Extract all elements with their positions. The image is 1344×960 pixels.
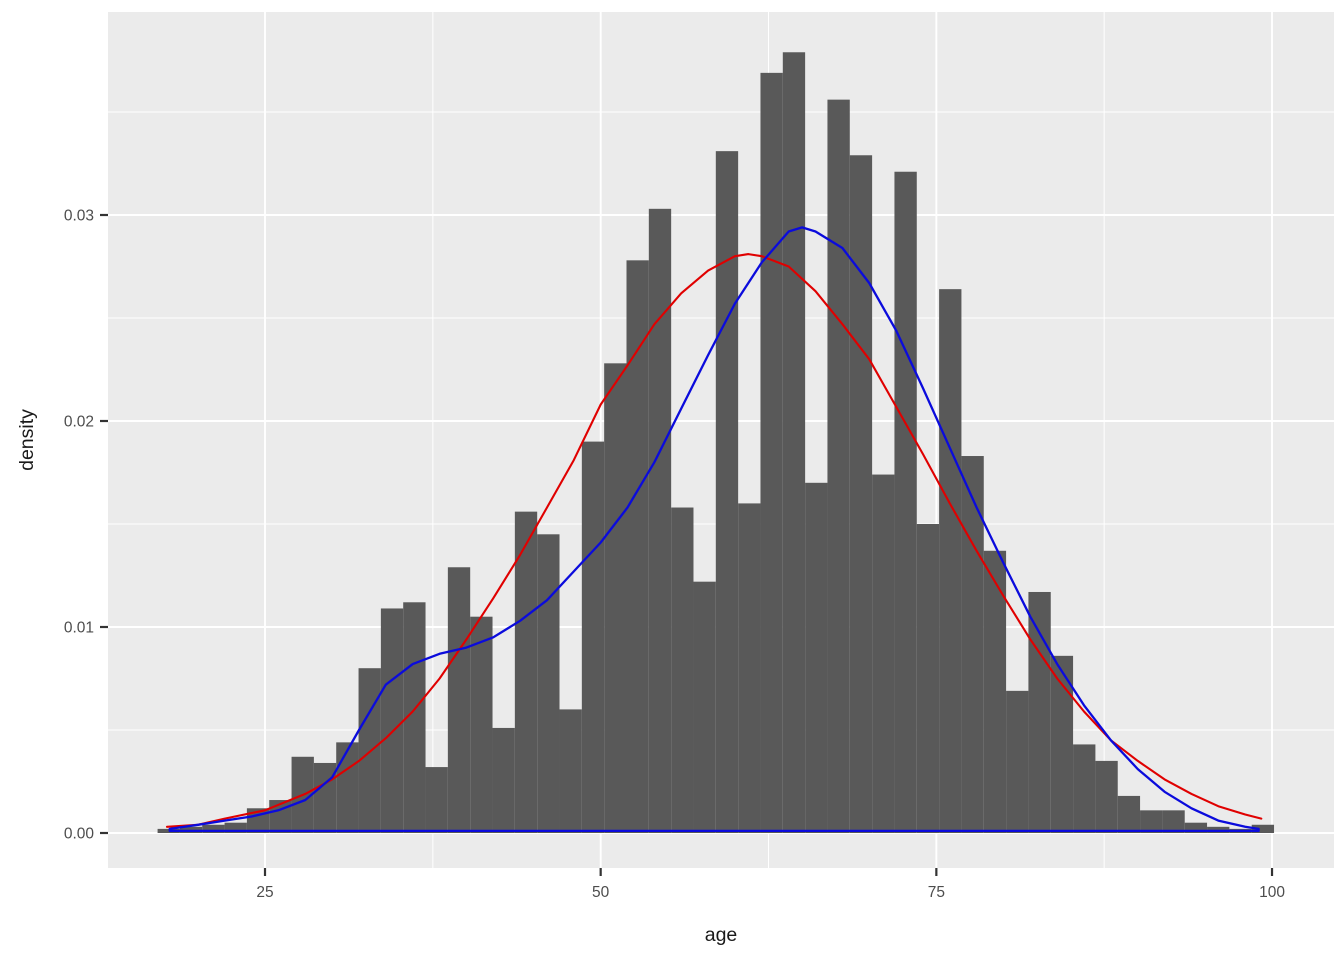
histogram-bar bbox=[492, 727, 515, 833]
normal-curve-line bbox=[165, 253, 1263, 828]
histogram-bar bbox=[849, 155, 873, 833]
x-tick-label: 25 bbox=[256, 884, 273, 901]
y-tick-label: 0.03 bbox=[64, 208, 94, 225]
histogram-bar bbox=[693, 581, 716, 833]
histogram-bar bbox=[1140, 810, 1163, 833]
histogram-bar bbox=[514, 511, 538, 833]
histogram-bar bbox=[872, 474, 895, 833]
y-tick-label: 0.00 bbox=[64, 826, 95, 843]
histogram-bar bbox=[1073, 744, 1096, 833]
histogram-bar bbox=[671, 507, 694, 833]
histogram-bar bbox=[403, 602, 426, 833]
histogram-bar bbox=[805, 482, 828, 833]
y-tick-label: 0.02 bbox=[64, 414, 94, 431]
histogram-bar bbox=[581, 441, 605, 833]
histogram-bar bbox=[202, 824, 225, 833]
histogram-bar bbox=[1184, 822, 1208, 833]
x-tick-label: 50 bbox=[592, 884, 610, 901]
histogram-bar bbox=[604, 363, 627, 833]
histogram-bar bbox=[827, 99, 850, 833]
density-curves bbox=[165, 226, 1263, 833]
y-tick-label: 0.01 bbox=[64, 620, 94, 637]
axis-tick-labels: 25 50 75 100 0.00 0.01 0.02 0.03 bbox=[64, 208, 1286, 902]
histogram-bar bbox=[336, 742, 359, 833]
histogram-bar bbox=[1006, 690, 1029, 833]
histogram-bar bbox=[313, 762, 337, 833]
histogram-bar bbox=[939, 289, 962, 833]
histogram-bar bbox=[961, 456, 984, 833]
histogram-bar bbox=[537, 534, 560, 833]
histogram-bar bbox=[1050, 655, 1074, 833]
x-tick-label: 100 bbox=[1259, 884, 1285, 901]
histogram-bar bbox=[425, 767, 448, 833]
x-axis-title: age bbox=[705, 924, 738, 946]
histogram-bar bbox=[1162, 810, 1185, 833]
histogram-bar bbox=[447, 567, 471, 833]
axis-tick-marks bbox=[100, 213, 1274, 876]
histogram-bar bbox=[1028, 591, 1051, 833]
histogram-bar bbox=[760, 72, 783, 834]
histogram-bar bbox=[559, 709, 582, 833]
histogram-bar bbox=[224, 822, 247, 833]
histogram-bar bbox=[983, 550, 1007, 833]
histogram-bar bbox=[916, 524, 940, 833]
x-tick-label: 75 bbox=[928, 884, 945, 901]
histogram-bar bbox=[782, 52, 806, 833]
histogram-bar bbox=[738, 503, 761, 833]
histogram-bar bbox=[648, 208, 672, 833]
y-axis-title: density bbox=[16, 409, 38, 471]
histogram-bar bbox=[1095, 760, 1118, 833]
histogram-bar bbox=[1117, 795, 1141, 833]
histogram-bar bbox=[894, 171, 917, 834]
histogram-bar bbox=[470, 616, 493, 833]
histogram-bar bbox=[380, 608, 404, 833]
histogram-bar bbox=[626, 260, 649, 833]
kde-curve-line bbox=[168, 226, 1260, 833]
histogram-bar bbox=[1251, 824, 1275, 833]
histogram-bar bbox=[715, 151, 739, 833]
